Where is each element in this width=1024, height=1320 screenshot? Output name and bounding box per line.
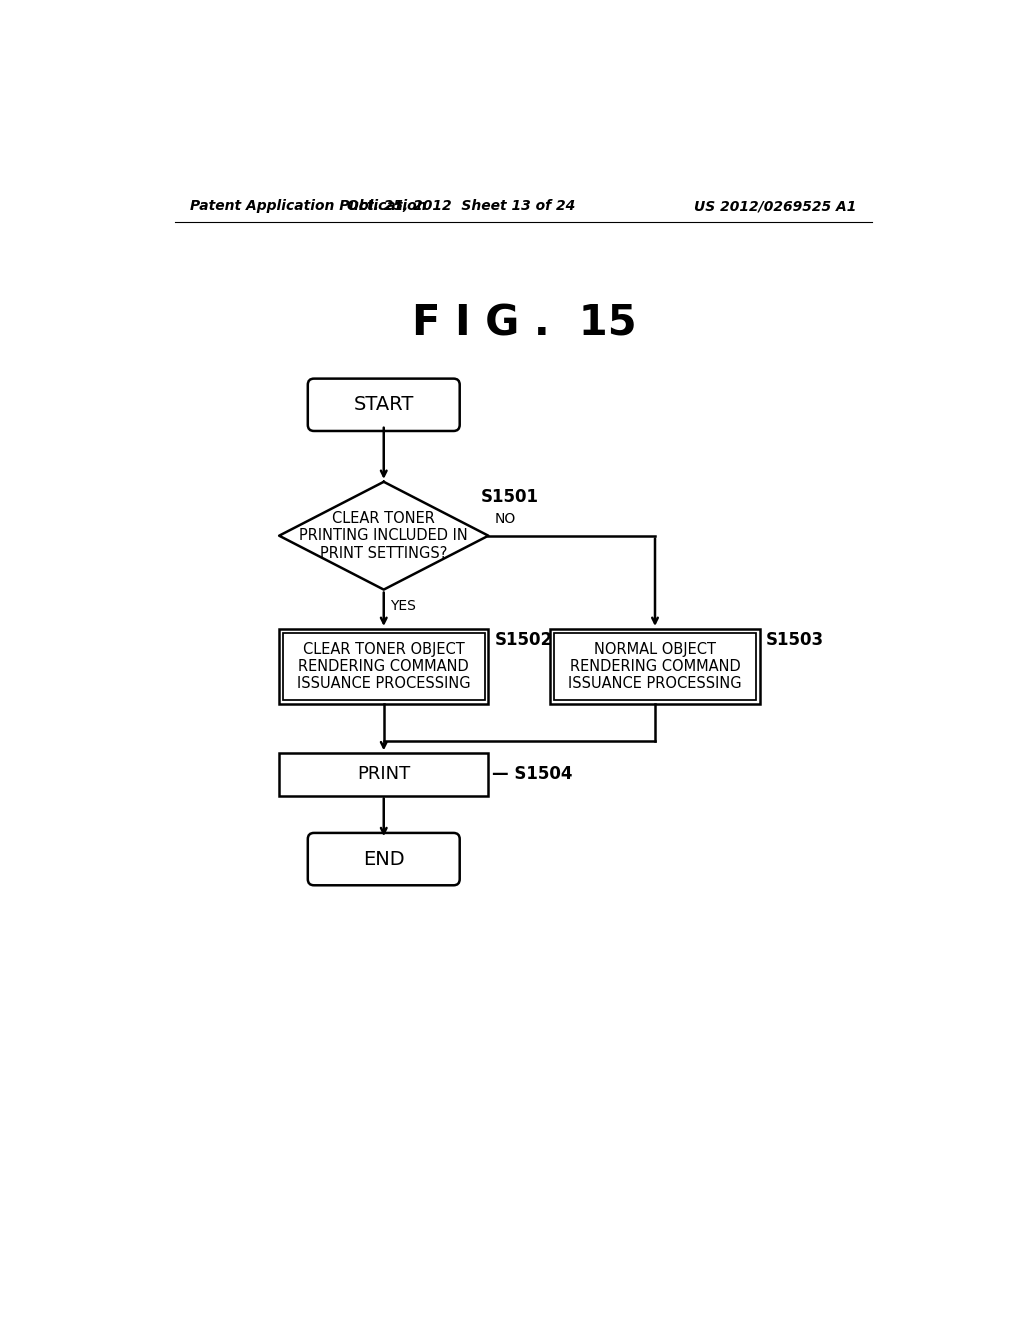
- Text: S1502: S1502: [495, 631, 553, 648]
- Text: PRINT: PRINT: [357, 766, 411, 783]
- Text: YES: YES: [390, 599, 416, 612]
- Bar: [280, 628, 488, 705]
- Text: CLEAR TONER
PRINTING INCLUDED IN
PRINT SETTINGS?: CLEAR TONER PRINTING INCLUDED IN PRINT S…: [299, 511, 468, 561]
- Text: START: START: [353, 395, 414, 414]
- Text: NORMAL OBJECT
RENDERING COMMAND
ISSUANCE PROCESSING: NORMAL OBJECT RENDERING COMMAND ISSUANCE…: [568, 642, 741, 692]
- Polygon shape: [280, 482, 488, 590]
- Text: Patent Application Publication: Patent Application Publication: [190, 199, 427, 213]
- Bar: [550, 628, 760, 705]
- Text: F I G .  15: F I G . 15: [413, 304, 637, 345]
- FancyBboxPatch shape: [308, 379, 460, 430]
- Text: S1503: S1503: [766, 631, 824, 648]
- Bar: [283, 632, 484, 701]
- Text: US 2012/0269525 A1: US 2012/0269525 A1: [694, 199, 856, 213]
- Text: END: END: [362, 850, 404, 869]
- FancyBboxPatch shape: [308, 833, 460, 886]
- Bar: [280, 754, 488, 796]
- Text: CLEAR TONER OBJECT
RENDERING COMMAND
ISSUANCE PROCESSING: CLEAR TONER OBJECT RENDERING COMMAND ISS…: [297, 642, 471, 692]
- Bar: [554, 632, 756, 701]
- Text: S1501: S1501: [480, 488, 539, 506]
- Text: Oct. 25, 2012  Sheet 13 of 24: Oct. 25, 2012 Sheet 13 of 24: [347, 199, 575, 213]
- Text: — S1504: — S1504: [493, 766, 572, 783]
- Text: NO: NO: [495, 512, 516, 527]
